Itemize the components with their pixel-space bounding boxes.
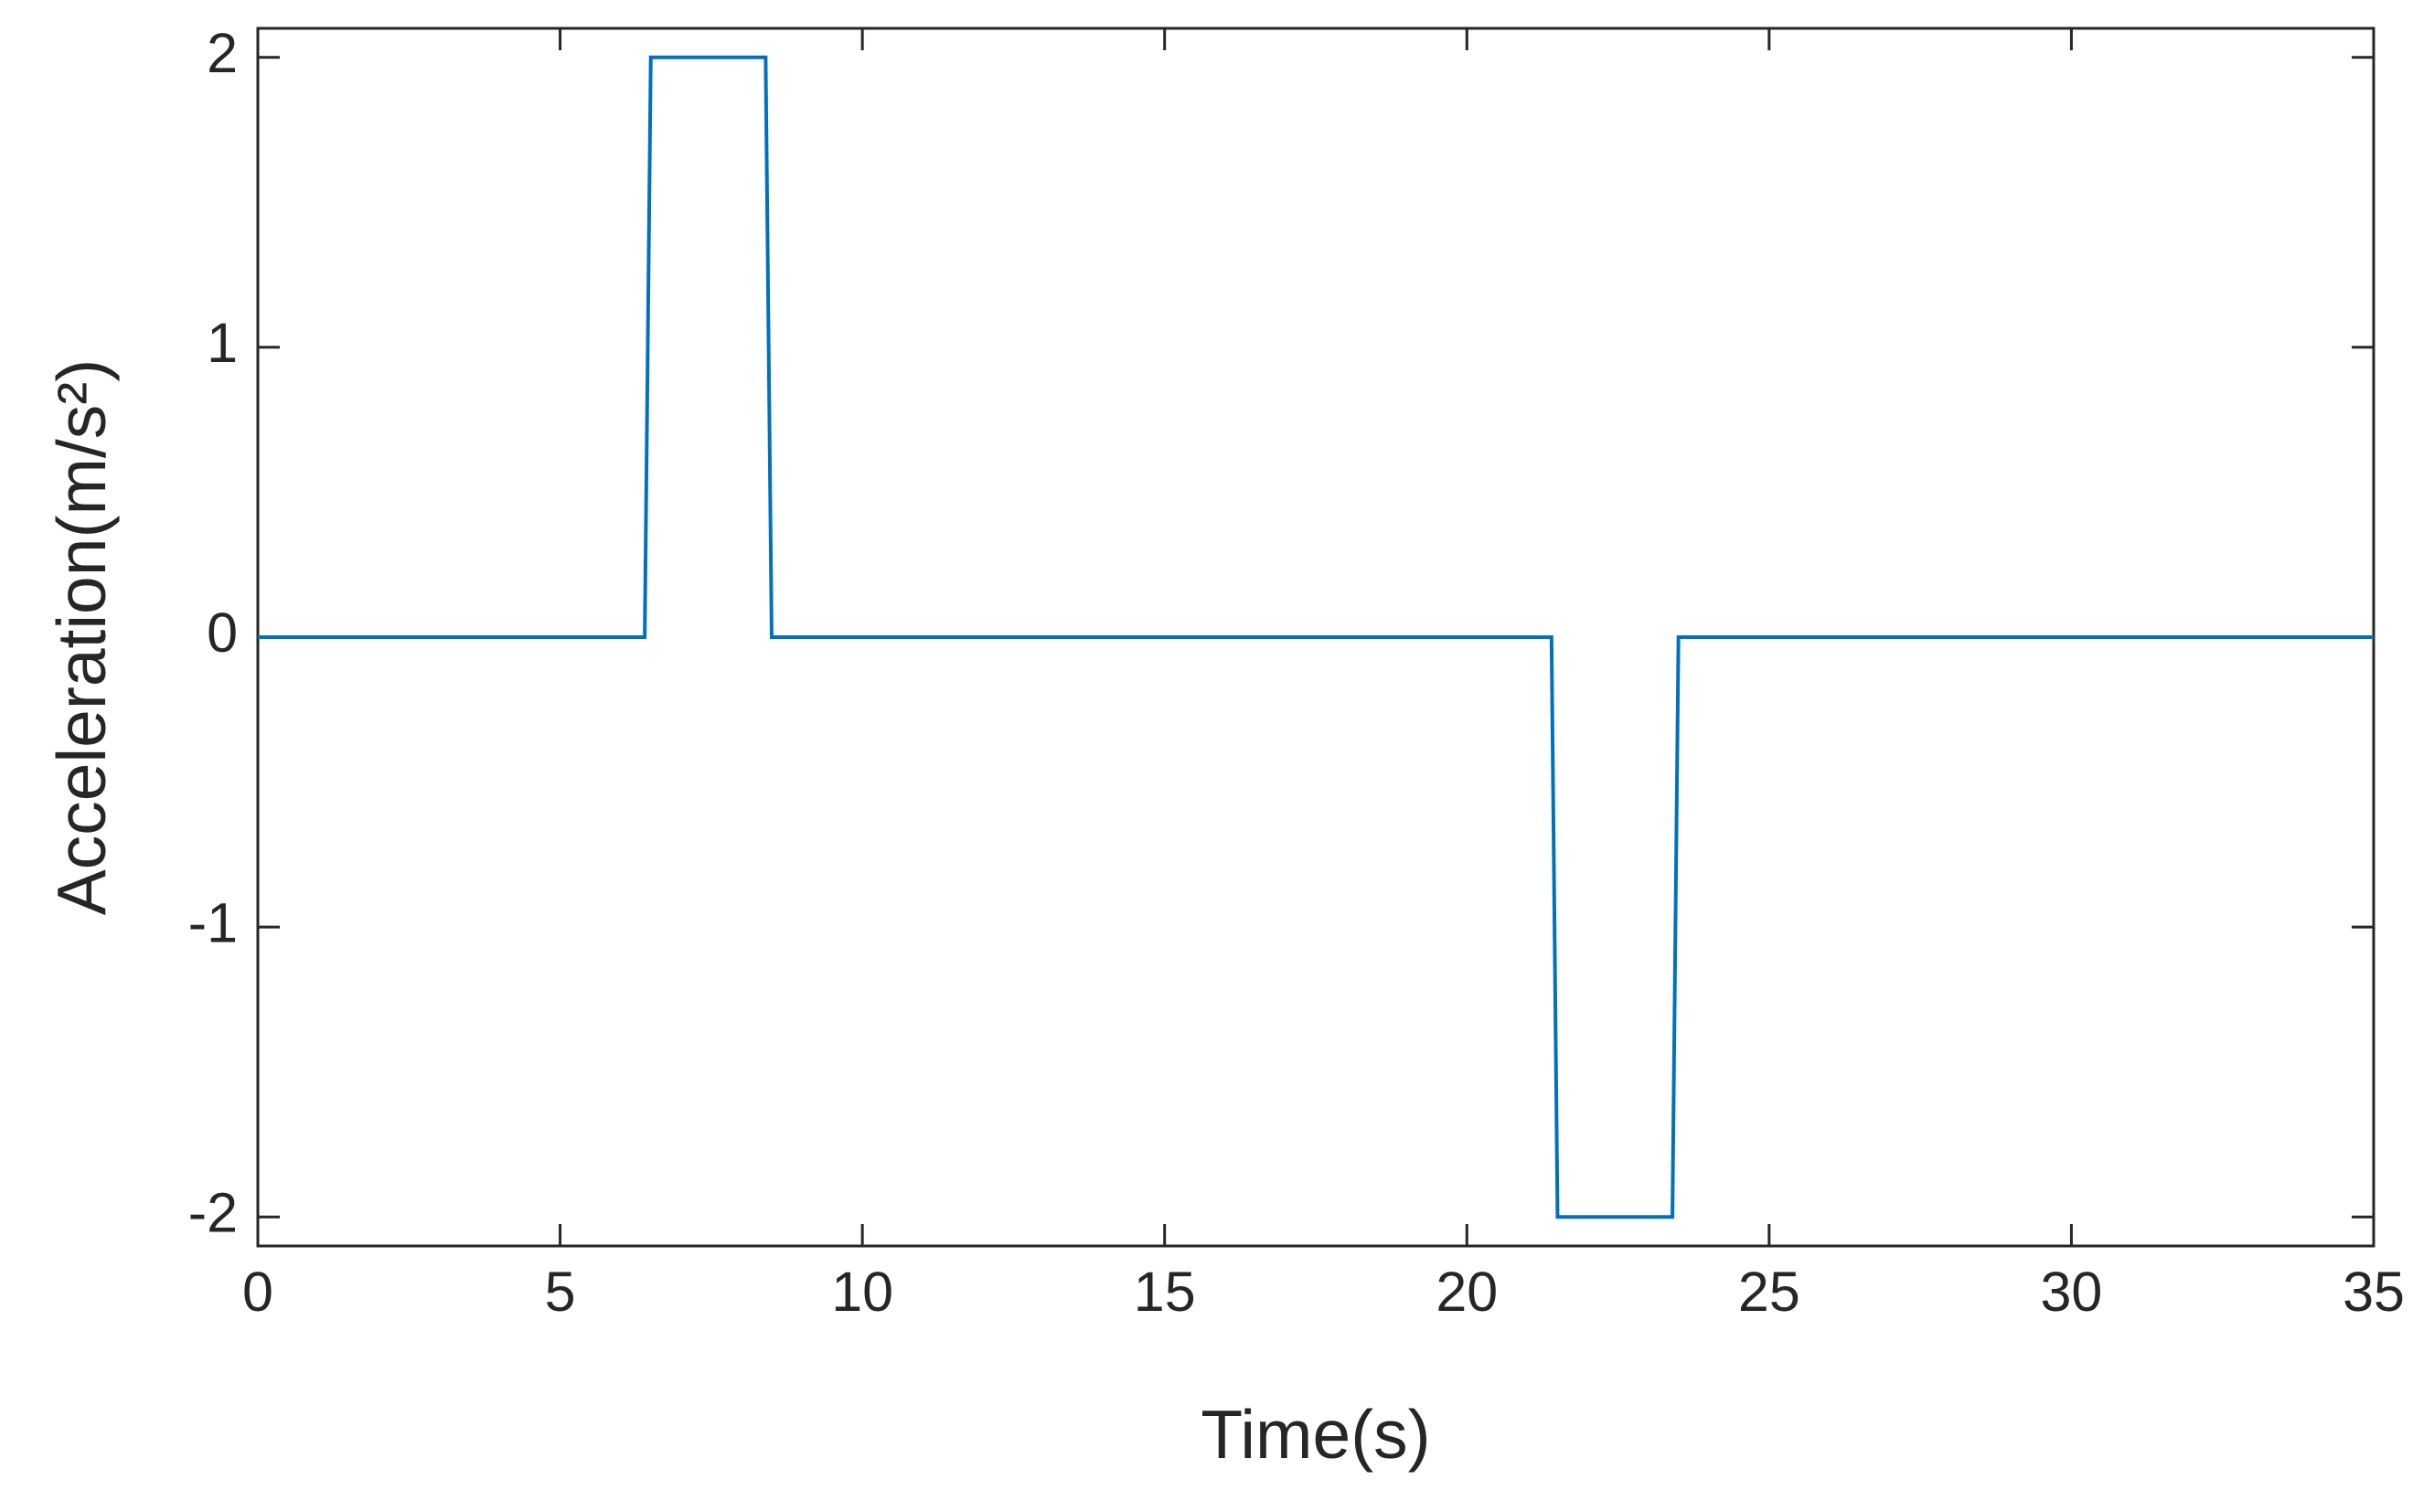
x-tick-label: 35 <box>2343 1261 2405 1323</box>
x-tick-label: 30 <box>2040 1261 2102 1323</box>
data-line <box>258 55 2374 1219</box>
x-tick-label: 20 <box>1436 1261 1498 1323</box>
y-tick-label: -2 <box>188 1181 238 1243</box>
x-tick-label: 5 <box>545 1261 576 1323</box>
y-tick-label: 0 <box>207 602 238 664</box>
y-tick-label: 2 <box>207 22 238 84</box>
x-tick-label: 10 <box>831 1261 893 1323</box>
x-tick-label: 0 <box>242 1261 273 1323</box>
y-tick-label: 1 <box>207 312 238 374</box>
x-axis-label: Time(s) <box>1201 1396 1430 1473</box>
x-tick-label: 25 <box>1738 1261 1800 1323</box>
x-tick-label: 15 <box>1134 1261 1196 1323</box>
y-axis-label: Acceleration(m/s²) <box>43 359 120 915</box>
y-tick-label: -1 <box>188 891 238 953</box>
